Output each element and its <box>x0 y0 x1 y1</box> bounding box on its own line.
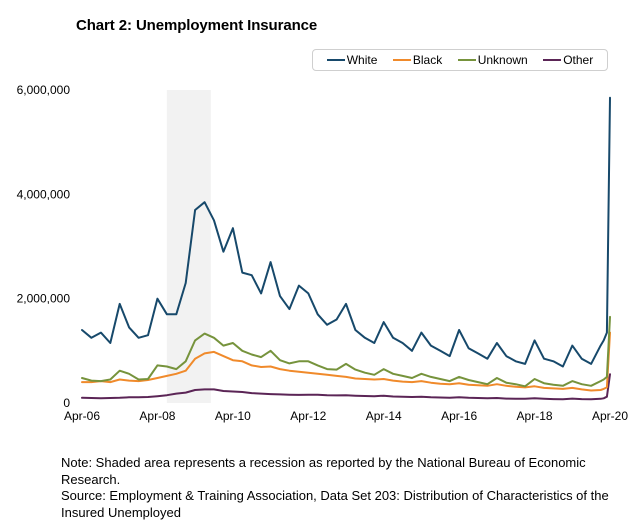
legend-swatch-other <box>543 59 562 61</box>
legend-swatch-black <box>392 59 411 61</box>
y-tick-label: 2,000,000 <box>17 292 71 306</box>
legend-label-black: Black <box>412 53 443 67</box>
x-tick-label: Apr-14 <box>366 409 402 423</box>
legend-label-unknown: Unknown <box>477 53 528 67</box>
x-tick-label: Apr-06 <box>64 409 100 423</box>
series-line-white <box>81 96 611 368</box>
legend-item-other: Other <box>543 53 593 67</box>
chart-legend: White Black Unknown Other <box>312 49 608 71</box>
x-tick-label: Apr-16 <box>441 409 477 423</box>
legend-swatch-unknown <box>457 59 476 61</box>
y-tick-label: 4,000,000 <box>17 187 71 201</box>
series-line-unknown <box>81 315 611 388</box>
source-text: Source: Employment & Training Associatio… <box>61 488 609 520</box>
x-tick-label: Apr-12 <box>290 409 326 423</box>
recession-shading <box>166 90 211 403</box>
x-tick-label: Apr-10 <box>215 409 251 423</box>
legend-item-unknown: Unknown <box>457 53 528 67</box>
x-tick-label: Apr-08 <box>139 409 175 423</box>
legend-label-other: Other <box>563 53 594 67</box>
x-tick-label: Apr-18 <box>517 409 553 423</box>
chart-title: Chart 2: Unemployment Insurance <box>76 17 318 34</box>
note-text: Note: Shaded area represents a recession… <box>61 455 586 487</box>
y-tick-label: 6,000,000 <box>17 83 71 97</box>
x-tick-label: Apr-20 <box>592 409 628 423</box>
legend-item-black: Black <box>392 53 443 67</box>
y-tick-label: 0 <box>63 396 70 410</box>
series-line-black <box>81 331 611 392</box>
series-line-other <box>81 373 611 401</box>
legend-label-white: White <box>346 53 378 67</box>
legend-item-white: White <box>326 53 378 67</box>
chart-notes: Note: Shaded area represents a recession… <box>61 455 641 521</box>
legend-swatch-white <box>326 59 345 61</box>
